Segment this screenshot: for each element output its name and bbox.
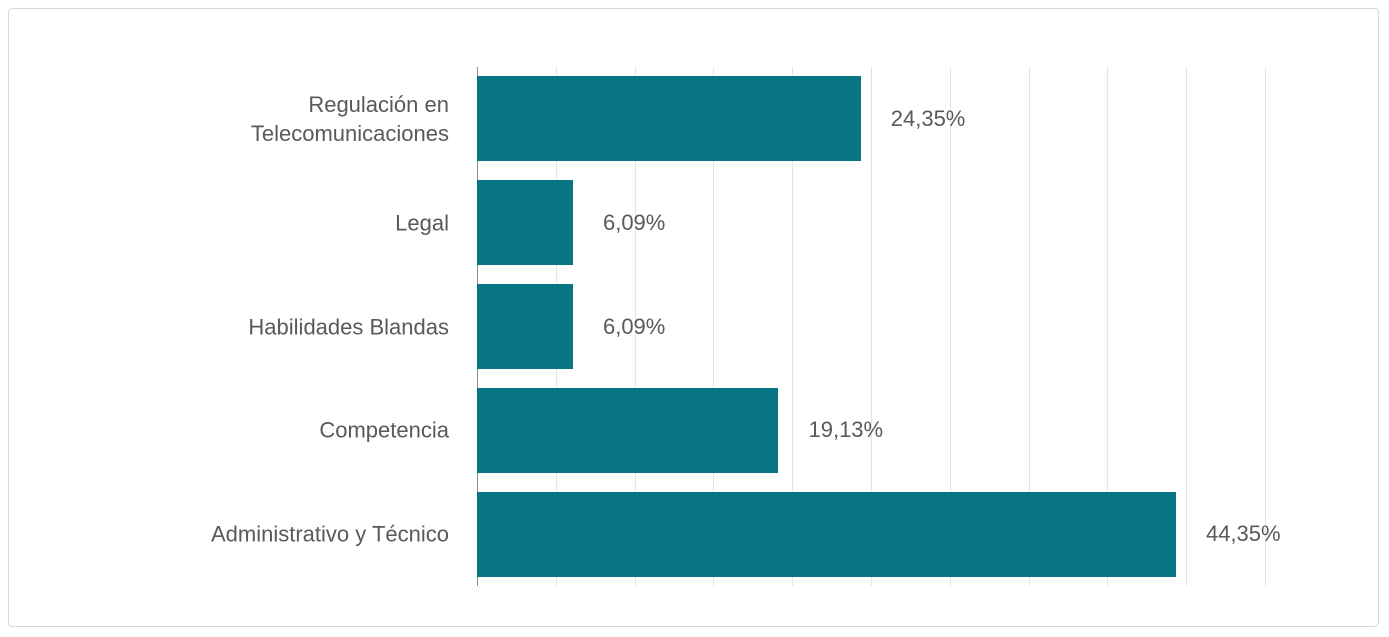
grid-line: [634, 67, 636, 586]
y-tick-label: Regulación en Telecomunicaciones: [250, 91, 449, 146]
value-label: 24,35%: [890, 105, 966, 131]
grid-line: [949, 67, 951, 586]
grid-line: [871, 67, 872, 586]
grid-line: [1265, 67, 1266, 586]
grid-line: [713, 67, 715, 586]
y-tick-label: Habilidades Blandas: [248, 314, 449, 339]
grid-line: [792, 67, 794, 586]
y-tick-label: Administrativo y Técnico: [210, 521, 449, 547]
value-label: 6,09%: [602, 313, 666, 339]
bar: [477, 76, 861, 162]
value-label: 6,09%: [602, 209, 666, 235]
value-label: 44,35%: [1205, 521, 1281, 547]
bar: [477, 491, 1176, 577]
grid-line: [1107, 67, 1109, 586]
y-tick-label: Legal: [395, 210, 449, 236]
y-tick-label: Competencia: [319, 417, 449, 443]
bar: [477, 180, 573, 266]
chart-frame: [8, 8, 1379, 627]
value-label: 19,13%: [808, 417, 884, 443]
grid-line: [1028, 67, 1030, 586]
bar: [477, 387, 779, 473]
bar: [477, 283, 573, 370]
grid-line: [1186, 67, 1188, 586]
